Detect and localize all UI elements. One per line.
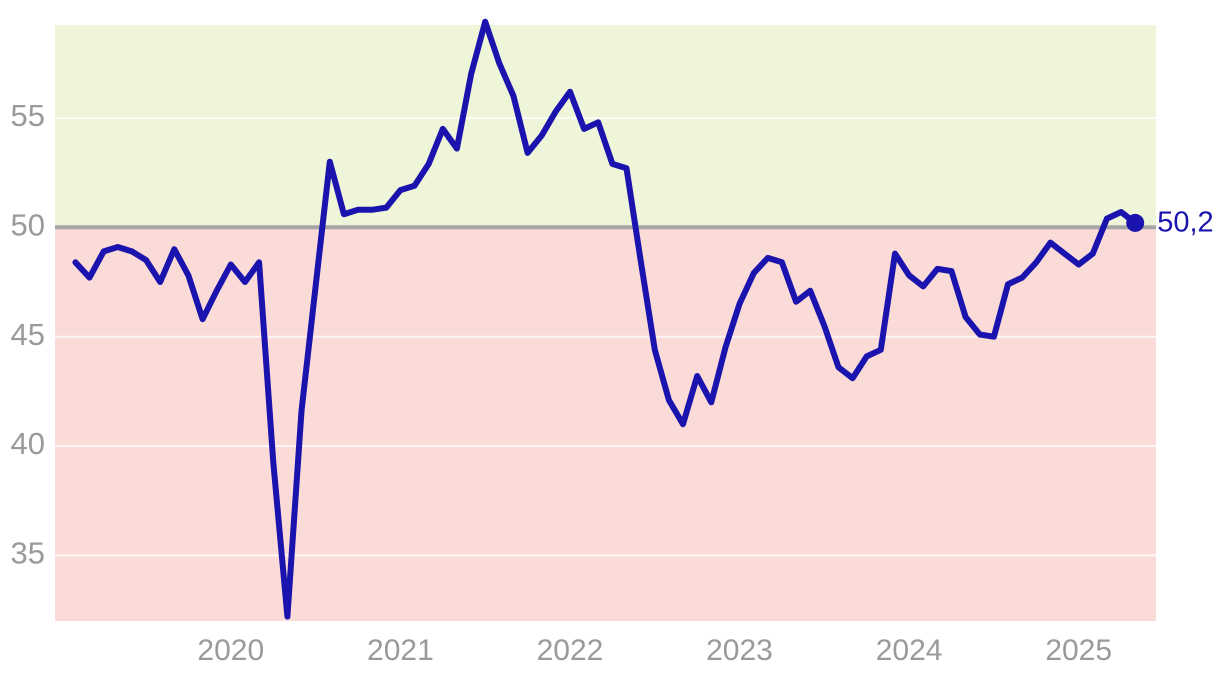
y-axis-labels: 55 50 45 40 35 [11, 98, 45, 570]
gridlines [55, 117, 1156, 557]
reference-line-50 [55, 225, 1156, 230]
y-tick-label: 40 [11, 426, 45, 461]
plot-area[interactable] [72, 18, 1145, 620]
y-tick-label: 50 [11, 207, 45, 242]
x-tick-label: 2022 [537, 634, 604, 667]
data-line[interactable] [72, 18, 1139, 620]
x-tick-label: 2024 [876, 634, 943, 667]
plot-bands [55, 25, 1156, 621]
x-tick-label: 2025 [1045, 634, 1112, 667]
band-above-50 [55, 25, 1156, 228]
y-tick-label: 45 [11, 317, 45, 352]
y-tick-label: 55 [11, 98, 45, 133]
x-tick-label: 2020 [197, 634, 264, 667]
last-point-dot[interactable] [1126, 213, 1145, 232]
x-tick-label: 2021 [367, 634, 434, 667]
y-tick-label: 35 [11, 536, 45, 571]
last-value-label: 50,2 [1157, 207, 1213, 239]
x-axis-labels: 2020 2021 2022 2023 2024 2025 [197, 634, 1112, 667]
x-tick-label: 2023 [706, 634, 773, 667]
